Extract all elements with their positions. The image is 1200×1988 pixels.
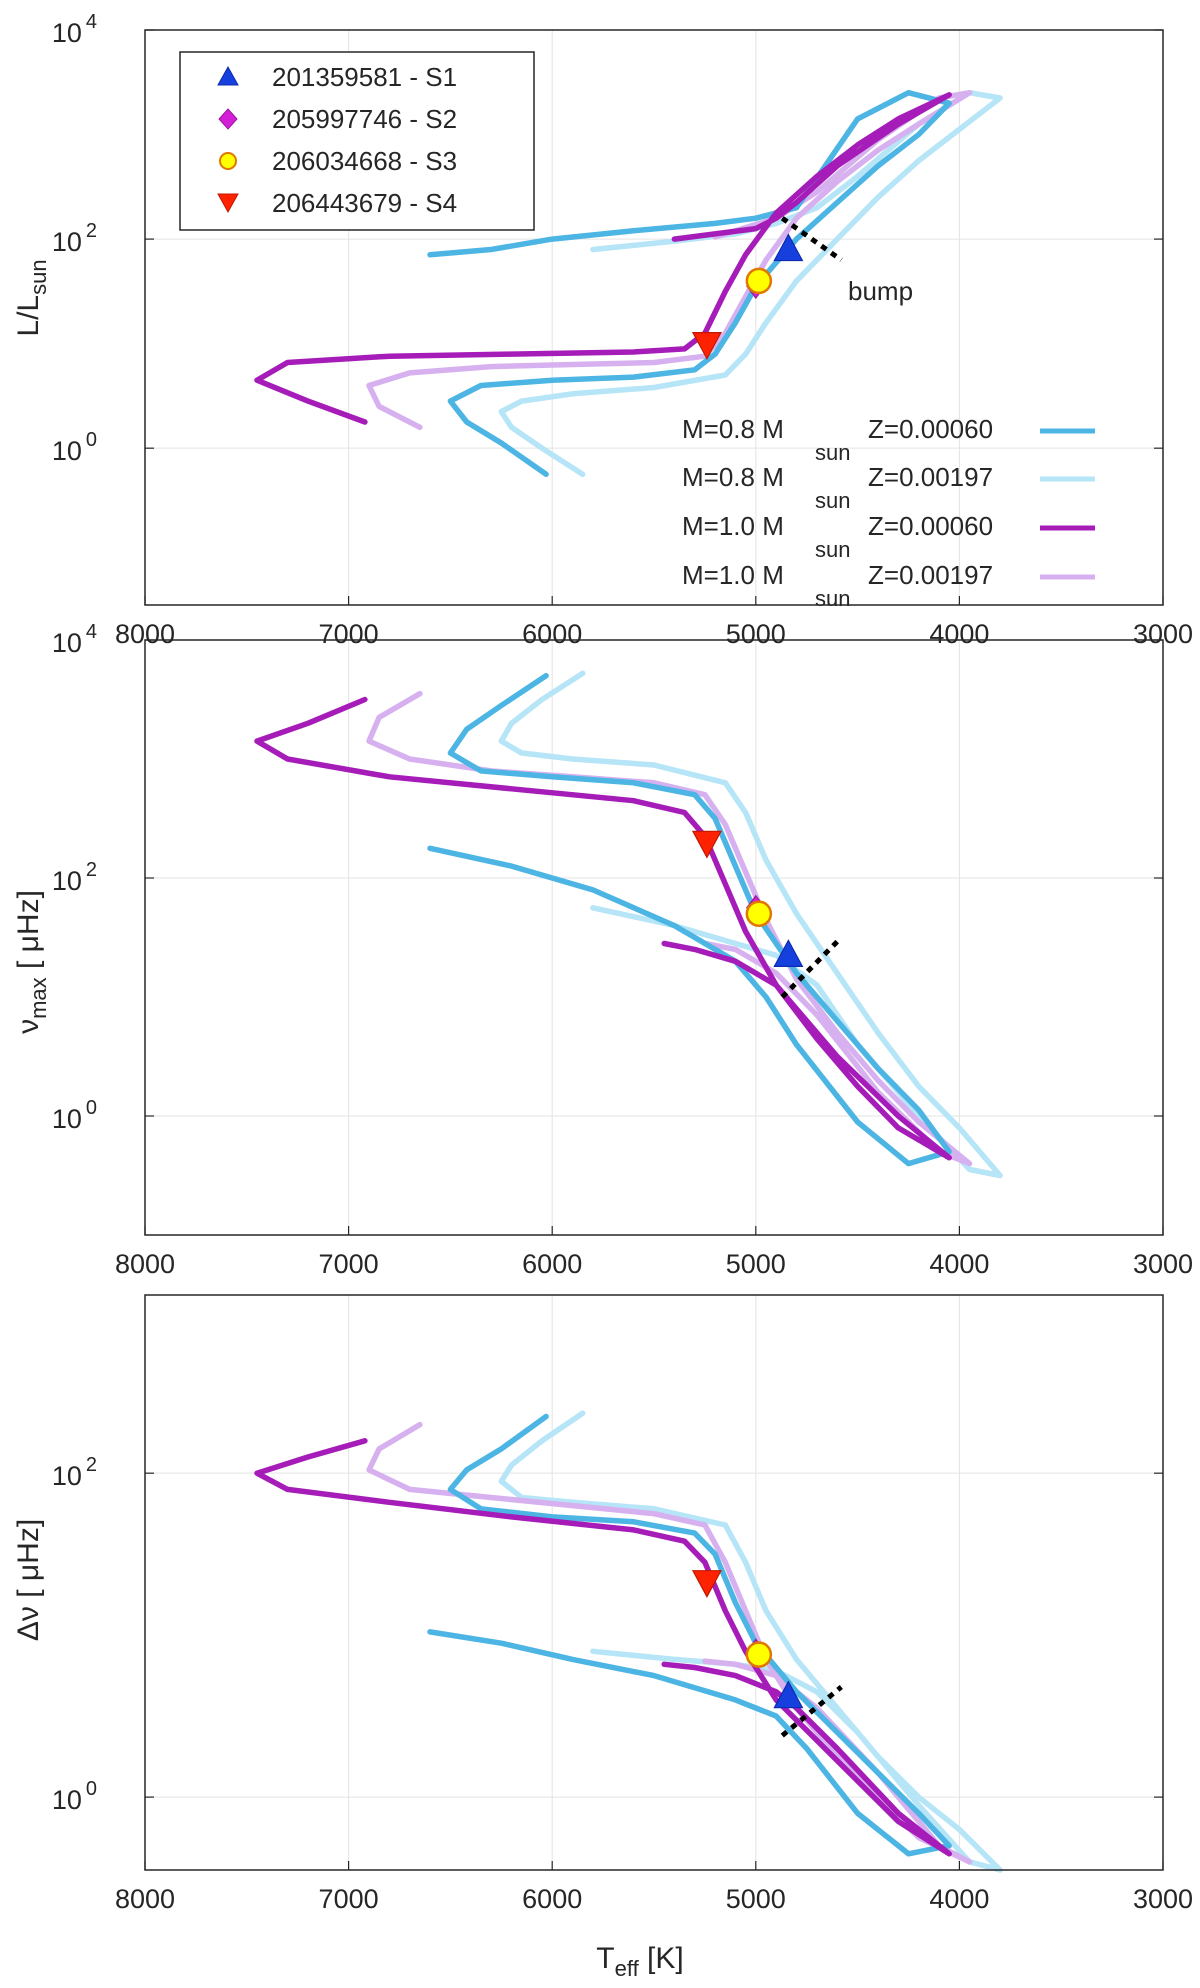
star-legend: 201359581 - S1 205997746 - S2 206034668 …: [179, 51, 535, 231]
track-line-M10_Z000197: [366, 89, 973, 431]
y-axis-label-numax: νmax [ μHz]: [12, 890, 51, 1034]
star-marker-s4: [691, 830, 722, 859]
legend-marker-s2: [218, 108, 238, 130]
x-tick-label: 4000: [929, 1249, 989, 1279]
x-tick-label: 5000: [726, 1884, 786, 1914]
track-legend-z-2: Z=0.00197: [868, 462, 993, 492]
track-legend: M=0.8 M sun Z=0.00060 M=0.8 M sun Z=0.00…: [682, 414, 1095, 611]
x-tick-label: 8000: [115, 1249, 175, 1279]
track-legend-m-2: M=0.8 M: [682, 462, 784, 492]
x-tick-label: 6000: [522, 1249, 582, 1279]
y-tick-label: 10 0: [52, 1778, 97, 1815]
y-axis-label-delta-nu: Δν [ μHz]: [12, 1519, 45, 1641]
stars-luminosity: [691, 233, 804, 360]
curves-luminosity: [254, 89, 1003, 478]
legend-marker-s1: [217, 65, 239, 86]
y-tick-label: 10 4: [52, 621, 97, 658]
x-tick-label: 3000: [1133, 1249, 1193, 1279]
track-line-M08_Z000197: [498, 1410, 1003, 1873]
x-tick-label: 7000: [319, 1884, 379, 1914]
legend-label-s3: 206034668 - S3: [272, 146, 457, 176]
y-axis-label-luminosity: L/Lsun: [12, 259, 51, 336]
legend-label-s1: 201359581 - S1: [272, 62, 457, 92]
track-line-M08_Z000197: [498, 89, 1003, 478]
curves-delta-nu: [254, 1410, 1003, 1873]
x-tick-label: 6000: [522, 1884, 582, 1914]
star-legend-box: [179, 51, 535, 231]
track-legend-sun-2: sun: [815, 488, 850, 513]
star-marker-s4: [691, 332, 722, 360]
star-marker-s3: [745, 1641, 773, 1668]
legend-label-s2: 205997746 - S2: [272, 104, 457, 134]
y-tick-label: 10 2: [52, 859, 97, 896]
track-line-M10_Z000060: [254, 696, 952, 1161]
bump-numax: [780, 935, 844, 999]
legend-marker-s3: [219, 152, 237, 170]
track-legend-m-3: M=1.0 M: [682, 511, 784, 541]
star-marker-s1: [773, 233, 804, 262]
bump-line: [780, 216, 843, 263]
track-line-M08_Z000060: [427, 1413, 952, 1857]
x-tick-label: 7000: [319, 1249, 379, 1279]
bump-line: [780, 1685, 843, 1738]
axes-frame-delta-nu: [144, 1294, 1164, 1871]
legend-label-s4: 206443679 - S4: [272, 188, 457, 218]
stars-delta-nu: [691, 1570, 804, 1709]
y-tick-label: 10 2: [52, 220, 97, 257]
track-line-M10_Z000060: [254, 92, 952, 425]
axes-frame-numax: [144, 639, 1164, 1236]
y-tick-label: 10 2: [52, 1454, 97, 1491]
bump-delta-nu: [780, 1685, 843, 1738]
x-tick-label: 8000: [115, 1884, 175, 1914]
star-marker-s4: [691, 1570, 722, 1598]
x-tick-label: 5000: [726, 1249, 786, 1279]
x-tick-label: 4000: [929, 1884, 989, 1914]
curves-numax: [254, 670, 1003, 1179]
y-tick-label: 10 4: [52, 11, 97, 48]
track-legend-z-3: Z=0.00060: [868, 511, 993, 541]
track-legend-m-1: M=0.8 M: [682, 414, 784, 444]
track-legend-z-4: Z=0.00197: [868, 560, 993, 590]
star-marker-s3: [745, 900, 773, 927]
legend-marker-s4: [217, 193, 239, 214]
star-marker-s1: [773, 1680, 804, 1709]
track-legend-sun-1: sun: [815, 440, 850, 465]
stars-numax: [691, 830, 804, 967]
y-tick-label: 10 0: [52, 1097, 97, 1134]
bump-luminosity: [780, 216, 843, 263]
track-line-M08_Z000197: [498, 670, 1003, 1179]
track-line-M08_Z000060: [427, 89, 952, 478]
bump-line: [780, 935, 844, 999]
x-ticks-numax: 8000 7000 6000 5000 4000 3000: [115, 1226, 1193, 1279]
star-marker-s1: [773, 939, 804, 967]
axes-frame-luminosity: [144, 29, 1164, 606]
bump-label: bump: [848, 276, 913, 306]
x-ticks-luminosity: 8000 7000 6000 5000 4000 3000: [115, 596, 1193, 649]
x-tick-label: 3000: [1133, 1884, 1193, 1914]
x-ticks-delta-nu: 8000 7000 6000 5000 4000 3000: [115, 1861, 1193, 1914]
track-legend-m-4: M=1.0 M: [682, 560, 784, 590]
star-marker-s3: [745, 267, 773, 295]
track-legend-sun-4: sun: [815, 586, 850, 611]
x-axis-label: Teff [K]: [596, 1942, 683, 1981]
track-legend-z-1: Z=0.00060: [868, 414, 993, 444]
y-tick-label: 10 0: [52, 429, 97, 466]
grid-delta-nu: [144, 1295, 1164, 1870]
track-legend-sun-3: sun: [815, 537, 850, 562]
track-line-M10_Z000197: [366, 690, 973, 1167]
